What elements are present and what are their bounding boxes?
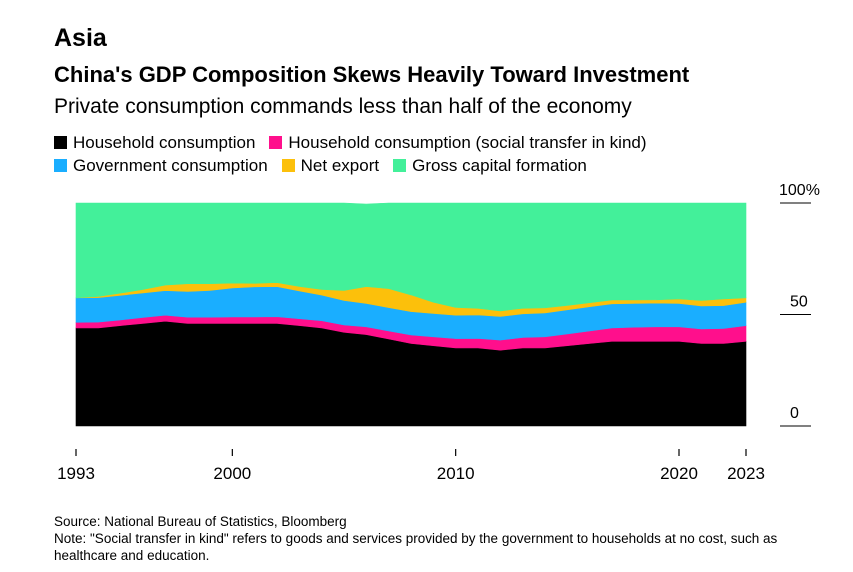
legend-item-household-consumption: Household consumption (54, 133, 255, 153)
y-tick-label: 50 (790, 294, 808, 311)
footnote: Note: "Social transfer in kind" refers t… (54, 531, 778, 563)
legend-swatch (393, 159, 407, 172)
legend-label: Gross capital formation (412, 155, 587, 175)
section-label: Asia (54, 24, 107, 52)
legend-label: Household consumption (social transfer i… (288, 132, 647, 152)
x-tick-label: 2020 (660, 464, 698, 483)
legend-label: Government consumption (73, 155, 268, 175)
y-tick-label: 0 (790, 405, 799, 422)
legend-item-social-transfer: Household consumption (social transfer i… (269, 132, 647, 153)
chart-subtitle: Private consumption commands less than h… (54, 95, 632, 118)
legend-row-2: Government consumption Net export Gross … (54, 154, 814, 177)
x-tick-label: 1993 (57, 464, 95, 483)
legend-item-government-consumption: Government consumption (54, 156, 268, 176)
legend-label: Household consumption (73, 132, 256, 152)
legend-swatch (54, 159, 67, 172)
legend: Household consumption Household consumpt… (54, 131, 814, 177)
chart-title: China's GDP Composition Skews Heavily To… (54, 62, 690, 87)
y-tick-label: 100% (779, 182, 820, 199)
legend-item-gross-capital-formation: Gross capital formation (393, 156, 587, 176)
legend-swatch (281, 159, 295, 172)
legend-swatch (54, 136, 67, 149)
x-tick-label: 2023 (727, 464, 765, 483)
area-gross-capital-formation (75, 202, 747, 312)
legend-label: Net export (300, 155, 380, 175)
legend-item-net-export: Net export (281, 155, 380, 176)
x-tick-label: 2010 (437, 464, 475, 483)
legend-row-1: Household consumption Household consumpt… (54, 131, 814, 154)
x-tick-label: 2000 (213, 464, 251, 483)
legend-swatch (269, 136, 283, 149)
source-note: Source: National Bureau of Statistics, B… (54, 514, 347, 529)
footer: Source: National Bureau of Statistics, B… (54, 513, 814, 564)
